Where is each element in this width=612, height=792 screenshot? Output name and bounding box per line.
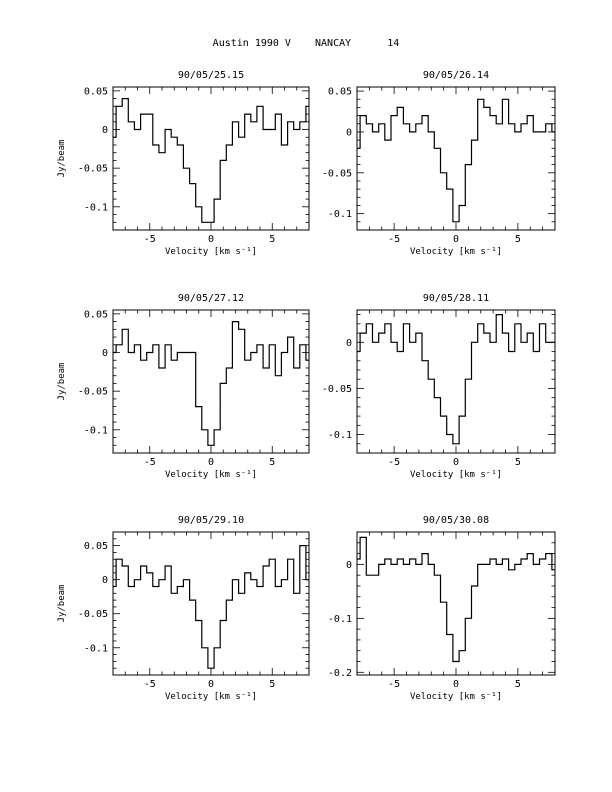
- x-tick-label: -5: [144, 679, 156, 690]
- y-axis-label: Jy/beam: [57, 140, 67, 178]
- x-tick-label: 5: [269, 679, 275, 690]
- x-tick-label: 5: [515, 234, 521, 245]
- x-tick-label: -5: [144, 234, 156, 245]
- x-tick-label: 0: [208, 234, 214, 245]
- x-tick-label: 0: [208, 457, 214, 468]
- plot-frame: [356, 531, 556, 676]
- spectrum-panel-4: -5 0 5 0 -0.05 -0.1 90/05/28.11 Velocity [km s⁻…: [322, 293, 556, 480]
- y-tick-label: -0.05: [78, 387, 108, 398]
- page-title: Austin 1990 V NANCAY 14: [212, 38, 400, 49]
- y-tick-label: -0.1: [84, 643, 108, 654]
- spectrum-panel-6: -5 0 5 0 -0.1 -0.2 90/05/30.08 Velocity [km s⁻¹…: [328, 515, 556, 702]
- panel-title: 90/05/28.11: [423, 293, 489, 304]
- y-tick-label: -0.05: [322, 384, 352, 395]
- panel-title: 90/05/26.14: [423, 70, 489, 81]
- x-axis-label: Velocity [km s⁻¹]: [410, 470, 502, 480]
- y-tick-label: 0: [346, 560, 352, 571]
- x-tick-label: 5: [269, 234, 275, 245]
- y-axis-label: Jy/beam: [57, 585, 67, 623]
- plot-frame: [356, 309, 556, 454]
- x-tick-label: -5: [388, 679, 400, 690]
- spectrum-line: [113, 98, 309, 223]
- x-tick-label: 0: [453, 234, 459, 245]
- spectrum-line: [113, 321, 309, 446]
- y-tick-label: 0: [102, 575, 108, 586]
- spectrum-line: [113, 545, 309, 669]
- panel-title: 90/05/25.15: [178, 70, 244, 81]
- panel-title: 90/05/30.08: [423, 515, 489, 526]
- spectrum-panel-1: -5 0 5 0.05 0 -0.05 -0.1 90/05/25.15 Velocity [k…: [57, 70, 310, 257]
- y-tick-label: -0.1: [328, 430, 352, 441]
- x-tick-label: 0: [453, 679, 459, 690]
- spectrum-panel-2: -5 0 5 0.05 0 -0.05 -0.1 90/05/26.14 Velocity [k…: [322, 70, 556, 257]
- plot-frame: [356, 86, 556, 231]
- y-tick-label: 0.05: [84, 86, 108, 97]
- y-tick-label: 0.05: [84, 541, 108, 552]
- y-tick-label: -0.1: [328, 209, 352, 220]
- panel-title: 90/05/29.10: [178, 515, 244, 526]
- x-axis-label: Velocity [km s⁻¹]: [165, 247, 257, 257]
- y-tick-label: -0.05: [322, 168, 352, 179]
- y-tick-label: -0.2: [328, 668, 352, 679]
- plot-frame: [112, 531, 310, 676]
- y-tick-label: 0: [346, 127, 352, 138]
- x-tick-label: 5: [269, 457, 275, 468]
- y-axis-label: Jy/beam: [57, 363, 67, 401]
- y-tick-label: -0.1: [84, 425, 108, 436]
- y-tick-label: 0.05: [328, 87, 352, 98]
- y-tick-label: 0: [102, 348, 108, 359]
- panel-title: 90/05/27.12: [178, 293, 244, 304]
- x-tick-label: -5: [388, 234, 400, 245]
- x-tick-label: 0: [208, 679, 214, 690]
- y-tick-label: -0.05: [78, 609, 108, 620]
- spectrum-line: [357, 314, 555, 445]
- y-tick-label: -0.1: [328, 614, 352, 625]
- y-tick-label: 0: [102, 125, 108, 136]
- y-tick-label: 0: [346, 338, 352, 349]
- x-axis-label: Velocity [km s⁻¹]: [165, 692, 257, 702]
- y-tick-label: -0.05: [78, 164, 108, 175]
- spectrum-panel-5: -5 0 5 0.05 0 -0.05 -0.1 90/05/29.10 Velocity [k…: [57, 515, 310, 702]
- x-axis-label: Velocity [km s⁻¹]: [410, 247, 502, 257]
- plot-frame: [112, 309, 310, 454]
- spectrum-panel-3: -5 0 5 0.05 0 -0.05 -0.1 90/05/27.12 Velocity [k…: [57, 293, 310, 480]
- x-axis-label: Velocity [km s⁻¹]: [410, 692, 502, 702]
- y-tick-label: -0.1: [84, 202, 108, 213]
- x-tick-label: -5: [388, 457, 400, 468]
- spectrum-line: [357, 98, 555, 223]
- spectrum-line: [357, 536, 555, 663]
- x-axis-label: Velocity [km s⁻¹]: [165, 470, 257, 480]
- x-tick-label: 0: [453, 457, 459, 468]
- x-tick-label: -5: [144, 457, 156, 468]
- x-tick-label: 5: [515, 457, 521, 468]
- y-tick-label: 0.05: [84, 309, 108, 320]
- x-tick-label: 5: [515, 679, 521, 690]
- plot-frame: [112, 86, 310, 231]
